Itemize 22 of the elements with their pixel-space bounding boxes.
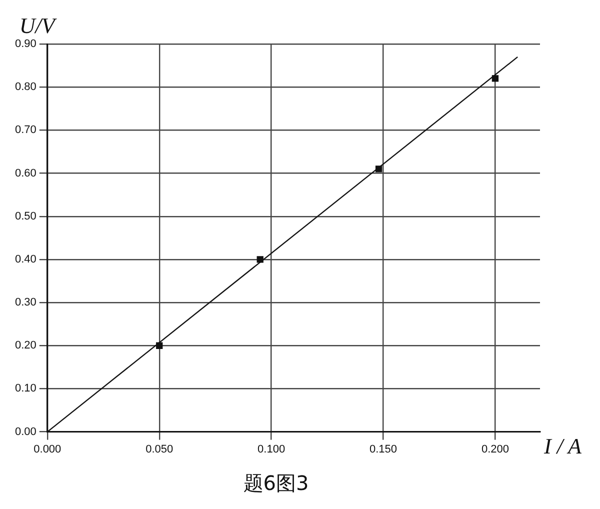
y-tick-label: 0.20	[14, 340, 36, 352]
text: 题6图3	[243, 471, 309, 496]
y-tick-label: 0.60	[14, 167, 36, 180]
y-tick-label: 0.00	[14, 426, 36, 438]
y-tick-label: 0.70	[14, 124, 36, 136]
x-axis-title: I / A	[543, 434, 582, 459]
y-tick-label: 0.50	[14, 210, 36, 222]
x-tick-label: 0.100	[258, 443, 286, 456]
point	[156, 342, 163, 349]
x-tick-label: 0.000	[34, 443, 62, 456]
point	[375, 166, 382, 172]
y-tick-label: 0.90	[14, 38, 36, 50]
y-tick-label: 0.30	[14, 296, 36, 309]
x-tick-label: 0.200	[481, 443, 509, 456]
y-tick-label: 0.80	[14, 81, 36, 94]
point	[492, 75, 499, 82]
x-tick-label: 0.050	[146, 443, 174, 456]
y-tick-label: 0.40	[14, 253, 36, 266]
x-tick-label: 0.150	[370, 443, 398, 456]
y-axis-title: U/V	[19, 12, 58, 38]
point	[256, 256, 264, 263]
y-tick-label: 0.10	[14, 382, 36, 395]
